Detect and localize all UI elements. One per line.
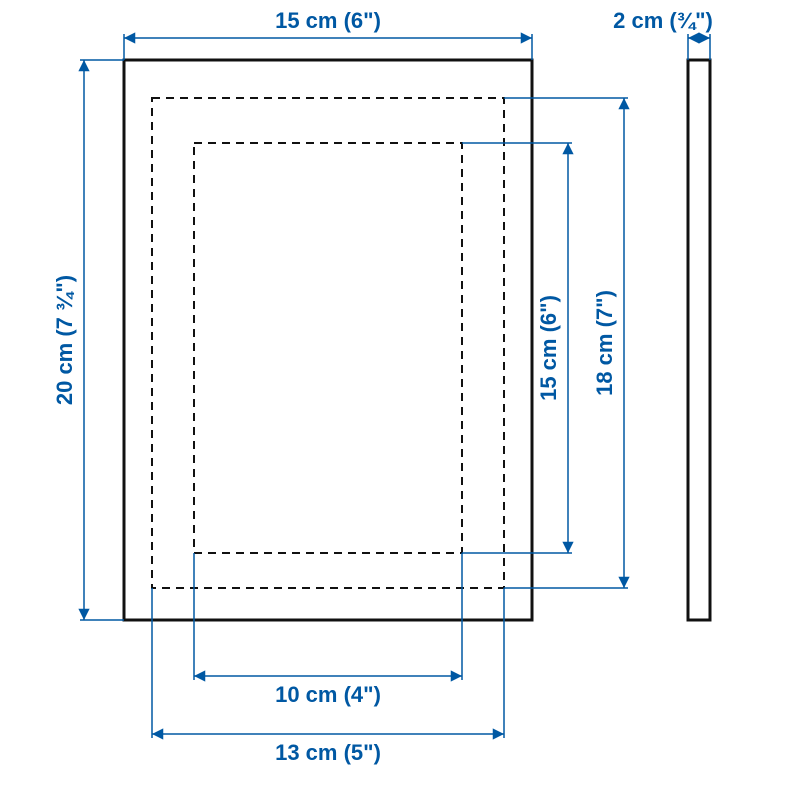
dim-top-width-label: 15 cm (6") xyxy=(275,8,381,33)
frame-inner1-rect xyxy=(152,98,504,588)
dim-inner-height-7-label: 18 cm (7") xyxy=(592,290,617,396)
side-profile-rect xyxy=(688,60,710,620)
dim-bottom-width-5-label: 13 cm (5") xyxy=(275,740,381,765)
dimension-diagram: 15 cm (6") 2 cm (¾") 20 cm (7 ¾") 15 cm (6"… xyxy=(0,0,790,790)
dim-side-thickness-label: 2 cm (¾") xyxy=(613,8,713,33)
dim-bottom-width-4-label: 10 cm (4") xyxy=(275,682,381,707)
frame-inner2-rect xyxy=(194,143,462,553)
dim-inner-height-6-label: 15 cm (6") xyxy=(536,295,561,401)
dim-left-height-label: 20 cm (7 ¾") xyxy=(52,275,77,405)
